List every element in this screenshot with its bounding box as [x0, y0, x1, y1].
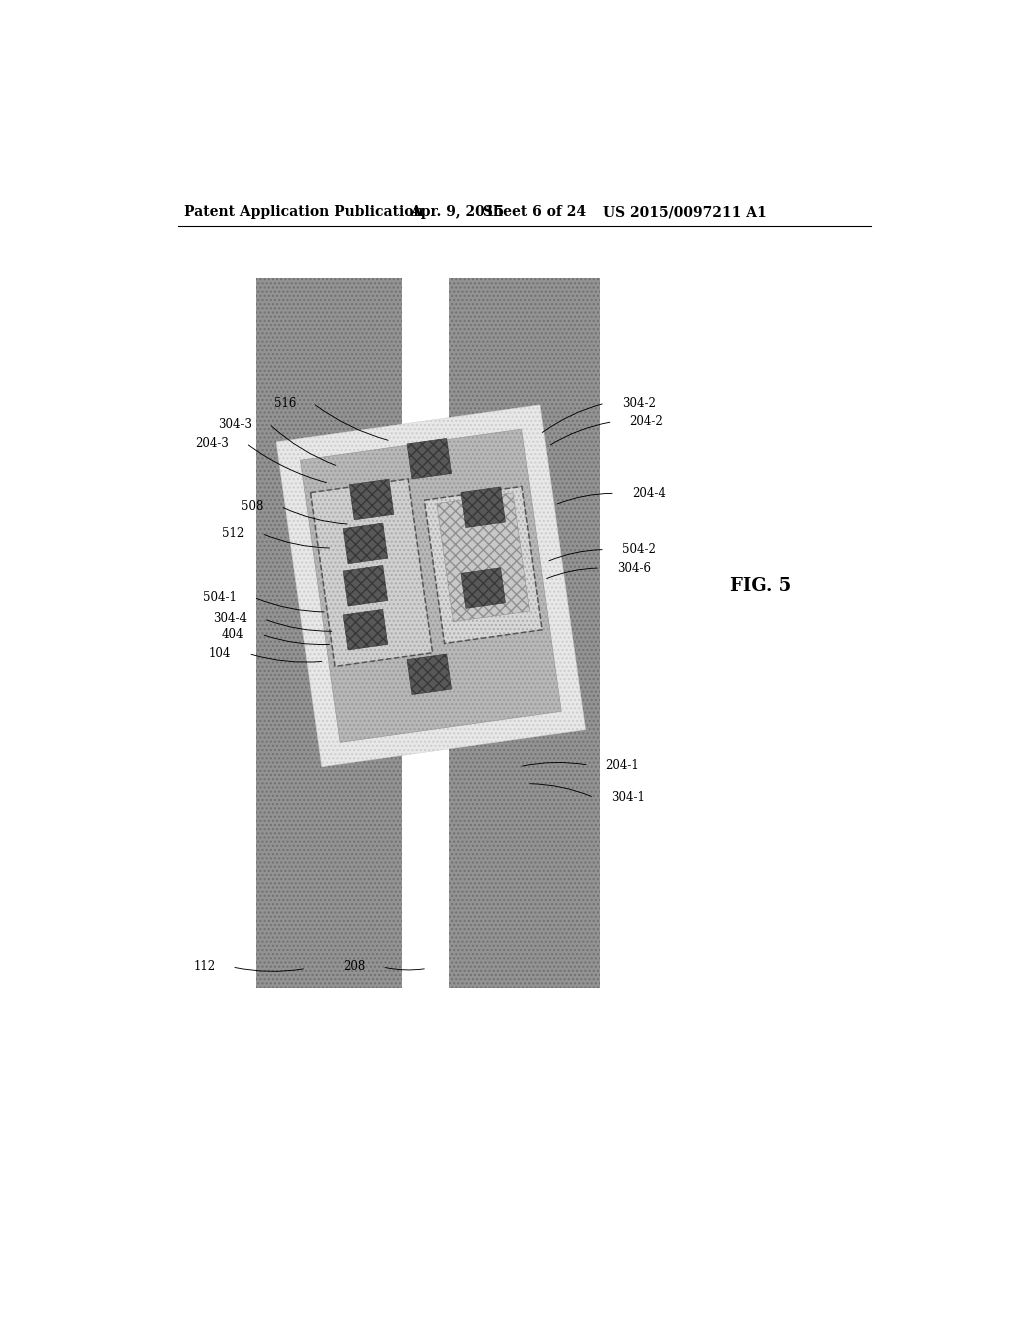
Polygon shape: [407, 653, 452, 694]
Text: 404: 404: [222, 628, 245, 640]
Polygon shape: [310, 479, 432, 667]
Text: Sheet 6 of 24: Sheet 6 of 24: [483, 206, 587, 219]
Text: US 2015/0097211 A1: US 2015/0097211 A1: [603, 206, 767, 219]
Text: 104: 104: [209, 647, 231, 660]
Text: 208: 208: [343, 961, 366, 973]
Polygon shape: [437, 492, 529, 622]
Text: 204-2: 204-2: [630, 416, 664, 428]
Text: 204-1: 204-1: [605, 759, 639, 772]
Polygon shape: [461, 568, 506, 609]
Text: 204-3: 204-3: [196, 437, 229, 450]
Bar: [256, 277, 401, 989]
Text: 504-1: 504-1: [203, 591, 237, 603]
Text: 516: 516: [273, 397, 296, 409]
Polygon shape: [276, 405, 586, 767]
Text: 204-4: 204-4: [632, 487, 666, 500]
Text: 504-2: 504-2: [622, 543, 655, 556]
Polygon shape: [424, 487, 542, 643]
Polygon shape: [343, 523, 388, 564]
Polygon shape: [343, 610, 388, 649]
Bar: [450, 277, 600, 989]
Polygon shape: [300, 429, 561, 742]
Text: 304-6: 304-6: [617, 561, 651, 574]
Text: 304-2: 304-2: [622, 397, 655, 409]
Text: 304-4: 304-4: [213, 612, 247, 626]
Polygon shape: [343, 565, 388, 606]
Text: 112: 112: [194, 961, 215, 973]
Text: 508: 508: [242, 500, 264, 513]
Text: Apr. 9, 2015: Apr. 9, 2015: [410, 206, 504, 219]
Text: 304-3: 304-3: [218, 417, 252, 430]
Text: 304-1: 304-1: [611, 791, 645, 804]
Text: Patent Application Publication: Patent Application Publication: [184, 206, 424, 219]
Text: 512: 512: [222, 527, 245, 540]
Text: FIG. 5: FIG. 5: [730, 577, 791, 595]
Polygon shape: [349, 479, 394, 520]
Polygon shape: [461, 487, 506, 528]
Polygon shape: [407, 438, 452, 479]
